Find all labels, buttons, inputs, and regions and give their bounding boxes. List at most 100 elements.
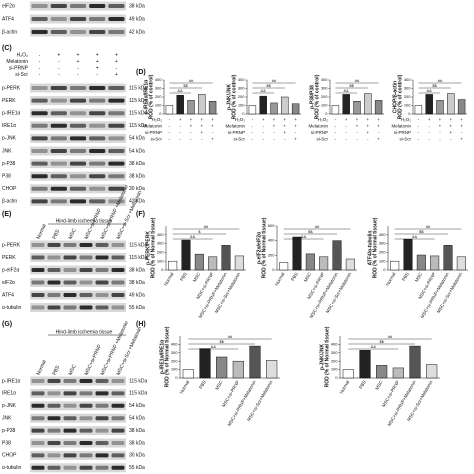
blot-band (31, 379, 45, 383)
x-tick-label: PBS (358, 380, 367, 390)
blot-band (31, 453, 45, 458)
condition-sign: + (366, 124, 369, 129)
bar (403, 238, 413, 271)
bar (249, 345, 261, 379)
blot-kda: 115 kDa (129, 123, 147, 129)
blot-band (47, 280, 61, 285)
blot-band (89, 4, 106, 8)
blot-band (111, 379, 125, 383)
blot-kda: 49 kDa (129, 16, 145, 22)
condition-sign: + (345, 117, 348, 122)
blot-band (69, 161, 87, 166)
blot-strip (30, 240, 126, 250)
blot-band (63, 441, 77, 445)
y-tick-label: 200 (171, 358, 178, 363)
blot-band (69, 4, 87, 8)
condition-sign: + (439, 124, 442, 129)
bar (332, 240, 342, 271)
significance-mark: $$ (379, 339, 384, 344)
y-tick-label: 200 (268, 252, 275, 257)
bar (248, 105, 257, 115)
condition-sign: - (428, 124, 430, 129)
y-axis-label: p-eIF2α/eIF2α (256, 231, 262, 264)
significance-mark: ## (189, 78, 194, 83)
blot-band (31, 391, 45, 396)
bar (216, 356, 228, 379)
x-tick-label: MSC+si-Scr+Melatonin (214, 271, 242, 314)
condition-sign: - (252, 130, 254, 135)
blot-band (111, 416, 125, 421)
blot-band (79, 453, 93, 458)
blot-band (108, 149, 125, 153)
condition-sign: - (252, 137, 254, 142)
y-axis-label: ROD (% of Normal tissue) (150, 217, 156, 278)
blot-band (79, 403, 93, 408)
y-tick-label: 0 (175, 375, 178, 380)
blot-band (50, 161, 67, 166)
blot-band (89, 98, 106, 103)
blot-band (63, 428, 77, 433)
blot-kda: 115 kDa (129, 242, 147, 248)
blot-band (79, 255, 93, 260)
y-tick-label: 300 (157, 241, 164, 246)
condition-label: H₂O₂ (17, 52, 28, 58)
blot-band (31, 111, 48, 116)
condition-sign: - (169, 117, 171, 122)
blot-band (79, 305, 93, 310)
condition-sign: + (200, 117, 203, 122)
y-tick-label: 0 (325, 111, 328, 116)
condition-sign: - (39, 52, 41, 58)
blot-band (31, 30, 48, 34)
blot-strip (30, 171, 126, 181)
condition-sign: + (377, 117, 380, 122)
blot-band (47, 305, 61, 310)
blot-strip (30, 108, 126, 118)
blot-band (95, 293, 109, 297)
blot-row-label: p-P38 (2, 161, 16, 167)
blot-band (108, 186, 125, 191)
blot-band (63, 243, 77, 247)
condition-sign: - (367, 137, 369, 142)
condition-sign: + (96, 52, 99, 58)
blot-band (95, 280, 109, 285)
condition-sign: - (428, 130, 430, 135)
blot-band (50, 4, 67, 8)
condition-sign: - (169, 137, 171, 142)
bar (376, 365, 388, 379)
x-tick-label: Normal (179, 380, 191, 395)
blot-band (95, 243, 109, 247)
condition-label: si-PRNP (228, 130, 245, 135)
blot-kda: 38 kDa (129, 428, 145, 434)
condition-sign: + (428, 117, 431, 122)
condition-sign: + (190, 117, 193, 122)
y-tick-label: 400 (379, 232, 386, 237)
blot-band (31, 86, 48, 90)
blot-kda: 115 kDa (129, 391, 147, 397)
condition-sign: - (252, 117, 254, 122)
blot-band (89, 111, 106, 116)
bar (305, 253, 315, 271)
blot-strip (30, 278, 126, 287)
bar (168, 260, 178, 271)
blot-band (111, 243, 125, 247)
x-tick-label: MSC+si-Scr+Melatonin (325, 271, 353, 314)
blot-band (79, 391, 93, 396)
bar (176, 95, 184, 115)
condition-sign: - (39, 72, 41, 78)
y-tick-label: 300 (404, 86, 411, 91)
blot-row-label: p-IRE1α (2, 378, 21, 384)
blot-band (69, 98, 87, 103)
x-tick-label: PBS (401, 272, 410, 282)
y-axis-label: ROD (% of control) (314, 74, 320, 119)
blot-band (108, 123, 125, 128)
condition-sign: + (356, 117, 359, 122)
y-tick-label: 0 (272, 267, 275, 272)
blot-row-label: IRE1α (2, 123, 16, 129)
blot-band (47, 293, 61, 297)
blot-kda: 30 kDa (129, 453, 145, 459)
blot-band (89, 149, 106, 153)
bar (447, 93, 455, 115)
significance-mark: ## (204, 224, 209, 229)
blot-band (79, 465, 93, 470)
blot-band (50, 199, 67, 204)
